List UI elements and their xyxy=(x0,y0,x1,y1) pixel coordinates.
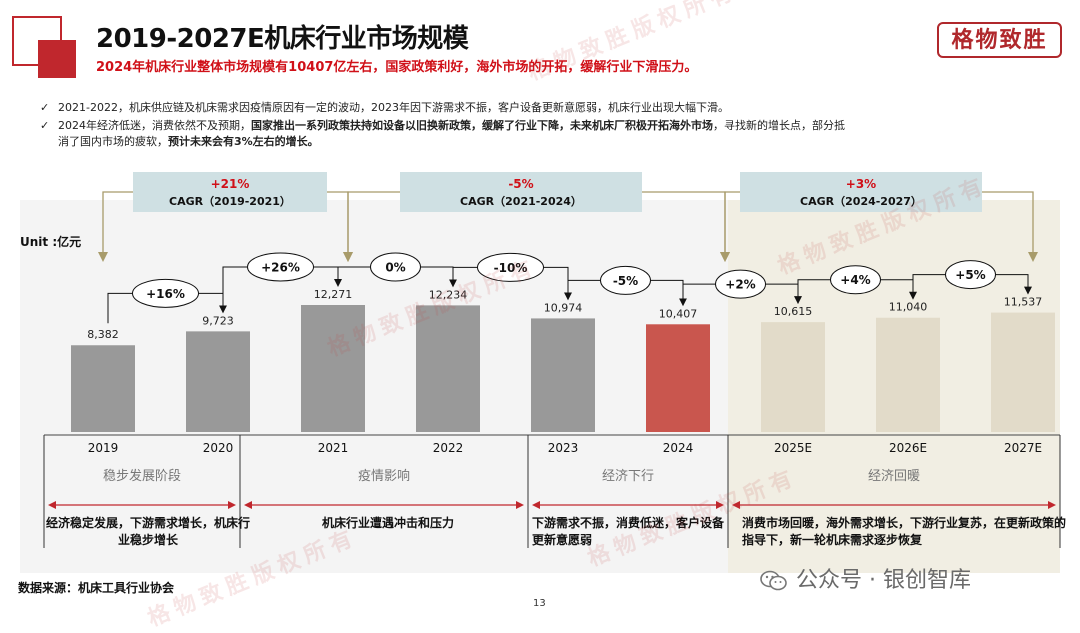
growth-label-1: +26% xyxy=(261,260,300,274)
wechat-account-watermark: 公众号 · 银创智库 xyxy=(760,562,971,594)
x-tick-label-2022: 2022 xyxy=(433,441,464,455)
cagr-label-1: CAGR（2021-2024） xyxy=(460,195,582,208)
cagr-box-1 xyxy=(400,172,642,212)
bullet-point-1: ✓ 2021-2022，机床供应链及机床需求因疫情原因有一定的波动，2023年因下… xyxy=(40,100,1040,116)
value-label-2020: 9,723 xyxy=(202,314,234,327)
growth-bubble-2 xyxy=(370,252,421,282)
page-number: 13 xyxy=(533,598,546,609)
bar-2027E xyxy=(991,312,1055,432)
value-label-2025E: 10,615 xyxy=(774,305,813,318)
x-tick-label-2026E: 2026E xyxy=(889,441,927,455)
growth-bubble-4 xyxy=(600,265,651,295)
x-tick-label-2023: 2023 xyxy=(548,441,579,455)
bullet-2-text-pre: 2024年经济低迷，消费依然不及预期， xyxy=(58,119,251,132)
cagr-label-0: CAGR（2019-2021） xyxy=(169,195,291,208)
bar-2026E xyxy=(876,317,940,432)
phase-name-0: 稳步发展阶段 xyxy=(103,468,181,484)
growth-bubble-5 xyxy=(715,269,766,299)
bar-2023 xyxy=(531,318,595,432)
bar-2022 xyxy=(416,305,480,432)
cagr-box-2 xyxy=(740,172,982,212)
cagr-box-0 xyxy=(133,172,327,212)
value-label-2023: 10,974 xyxy=(544,301,583,314)
phase-desc-0-line-0: 经济稳定发展，下游需求增长，机床行 xyxy=(46,515,250,530)
bar-2020 xyxy=(186,331,250,432)
phase-desc-1-line-0: 机床行业遭遇冲击和压力 xyxy=(322,515,454,530)
corner-red-square xyxy=(38,40,76,78)
phase-name-3: 经济回暖 xyxy=(868,469,920,484)
x-tick-label-2019: 2019 xyxy=(88,441,119,455)
bar-2024 xyxy=(646,324,710,432)
value-label-2026E: 11,040 xyxy=(889,301,928,314)
value-label-2027E: 11,537 xyxy=(1004,296,1043,309)
value-label-2024: 10,407 xyxy=(659,307,698,320)
growth-bubble-1 xyxy=(247,252,314,282)
growth-label-4: -5% xyxy=(613,274,638,288)
value-label-2022: 12,234 xyxy=(429,288,468,301)
cagr-value-1: -5% xyxy=(508,177,533,191)
bullet-2-cont-bold: 预计未来会有3%左右的增长。 xyxy=(168,135,319,148)
unit-label: Unit :亿元 xyxy=(20,234,81,249)
growth-label-7: +5% xyxy=(955,268,985,282)
page-subtitle: 2024年机床行业整体市场规模有10407亿左右，国家政策利好，海外市场的开拓，… xyxy=(96,60,698,75)
wechat-account-name: 公众号 · 银创智库 xyxy=(796,568,971,593)
bar-2021 xyxy=(301,304,365,432)
x-tick-label-2024: 2024 xyxy=(663,441,694,455)
value-label-2019: 8,382 xyxy=(87,328,119,341)
cagr-arrow-right-2 xyxy=(982,191,1038,262)
growth-label-2: 0% xyxy=(385,260,405,274)
growth-label-5: +2% xyxy=(725,278,755,292)
market-size-chart: Unit :亿元 8,382 9,723 12,271 12,234 10,974 10,4… xyxy=(20,172,1066,573)
bar-2025E xyxy=(761,322,825,432)
growth-label-0: +16% xyxy=(146,287,185,301)
x-tick-label-2027E: 2027E xyxy=(1004,441,1042,455)
growth-label-3: -10% xyxy=(494,261,528,275)
wechat-icon xyxy=(760,570,787,591)
cagr-label-2: CAGR（2024-2027） xyxy=(800,195,922,208)
check-icon: ✓ xyxy=(40,101,50,114)
phase-desc-2-line-1: 更新意愿弱 xyxy=(532,532,592,547)
x-tick-label-2020: 2020 xyxy=(203,441,234,455)
value-label-2021: 12,271 xyxy=(314,288,353,301)
cagr-arrow-left-1 xyxy=(343,191,400,262)
cagr-value-0: +21% xyxy=(211,177,250,191)
phase-desc-3-line-1: 指导下，新一轮机床需求逐步恢复 xyxy=(742,532,923,547)
phase-name-2: 经济下行 xyxy=(602,469,654,484)
bullet-point-2-continued: 消了国内市场的疲软，预计未来会有3%左右的增长。 xyxy=(58,134,319,150)
check-icon: ✓ xyxy=(40,119,50,132)
bar-2019 xyxy=(71,345,135,432)
growth-bubble-7 xyxy=(945,260,996,290)
phase-name-1: 疫情影响 xyxy=(358,468,410,484)
growth-label-6: +4% xyxy=(840,273,870,287)
growth-bubble-3 xyxy=(477,252,544,282)
x-tick-label-2021: 2021 xyxy=(318,441,349,455)
bullet-2-text-bold: 国家推出一系列政策扶持如设备以旧换新政策，缓解了行业下降，未来机床厂积极开拓海外… xyxy=(251,119,713,132)
cagr-value-2: +3% xyxy=(846,177,876,191)
bullet-point-2: ✓ 2024年经济低迷，消费依然不及预期，国家推出一系列政策扶持如设备以旧换新政策… xyxy=(40,118,1040,134)
bullet-2-text-post: ，寻找新的增长点，部分抵 xyxy=(713,119,845,132)
phase-desc-0-line-1: 业稳步增长 xyxy=(118,532,179,547)
growth-bubble-0 xyxy=(132,278,199,308)
x-tick-label-2025E: 2025E xyxy=(774,441,812,455)
phase-desc-3-line-0: 消费市场回暖，海外需求增长，下游行业复苏，在更新政策的 xyxy=(742,515,1066,530)
cagr-arrow-left-0 xyxy=(98,191,133,262)
page-title: 2019-2027E机床行业市场规模 xyxy=(96,24,469,54)
growth-bubble-6 xyxy=(830,265,881,295)
data-source: 数据来源：机床工具行业协会 xyxy=(18,581,175,595)
brand-logo: 格物致胜 xyxy=(937,22,1062,58)
bullet-1-text: 2021-2022，机床供应链及机床需求因疫情原因有一定的波动，2023年因下游… xyxy=(58,101,729,114)
phase-desc-2-line-0: 下游需求不振，消费低迷，客户设备 xyxy=(532,515,725,530)
cagr-arrow-left-2 xyxy=(720,191,740,262)
bullet-2-cont-text: 消了国内市场的疲软， xyxy=(58,135,168,148)
